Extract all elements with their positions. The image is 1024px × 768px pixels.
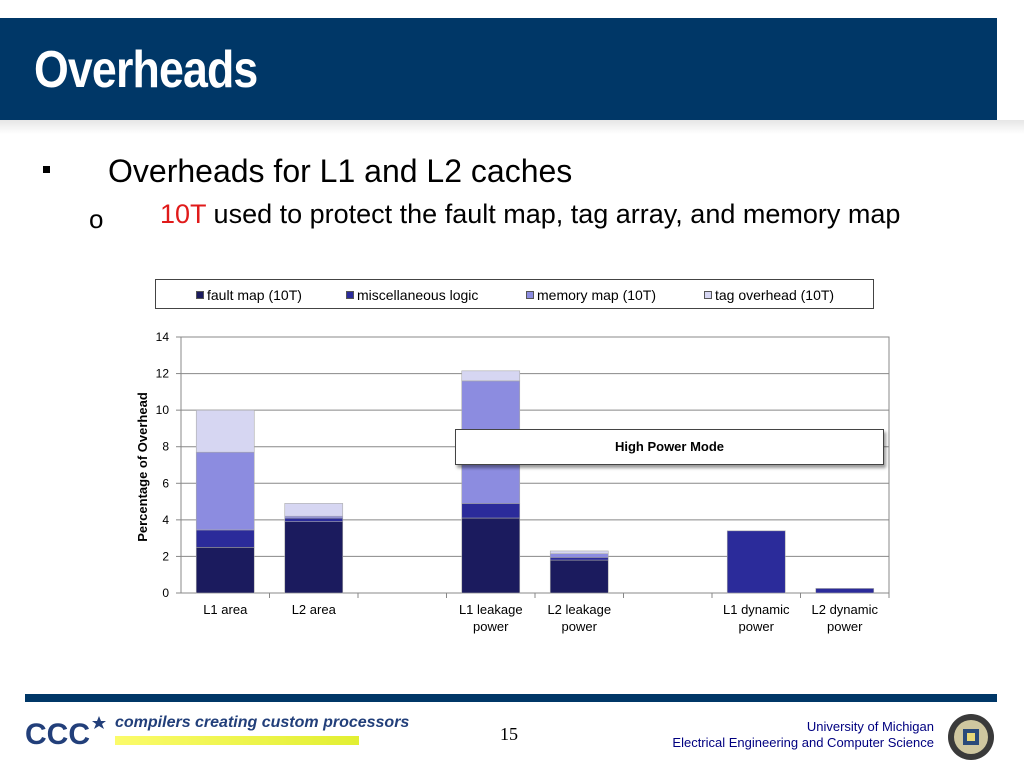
- y-tick-label: 8: [162, 440, 169, 454]
- y-tick-label: 10: [156, 403, 170, 417]
- university-name: University of Michigan: [806, 719, 934, 734]
- bar-segment: [284, 517, 344, 522]
- x-tick-label: power: [827, 619, 863, 634]
- y-tick-label: 14: [156, 330, 170, 344]
- bar-segment: [195, 546, 255, 594]
- bar-segment: [284, 521, 344, 594]
- department-name: Electrical Engineering and Computer Scie…: [672, 735, 934, 750]
- circle-bullet-icon: o: [89, 204, 104, 234]
- legend-label: fault map (10T): [207, 287, 302, 303]
- logo-tagline: compilers creating custom processors: [115, 714, 410, 731]
- legend-item-memory-map: memory map (10T): [526, 287, 656, 303]
- y-tick-label: 12: [156, 367, 170, 381]
- footer-rule: [25, 694, 997, 702]
- bar-segment: [195, 409, 255, 453]
- legend-label: memory map (10T): [537, 287, 657, 303]
- y-tick-label: 0: [162, 586, 169, 600]
- legend-swatch-fault-map: [196, 291, 204, 299]
- x-tick-label: power: [739, 619, 775, 634]
- ccc-logo-icon: CCC: [25, 716, 106, 750]
- bar-segment: [549, 553, 609, 558]
- bar-segment: [549, 557, 609, 561]
- legend-label: miscellaneous logic: [357, 287, 479, 303]
- bar-segment: [461, 370, 521, 382]
- legend-item-tag-overhead: tag overhead (10T): [704, 287, 834, 303]
- bullet-highlight: 10T: [160, 199, 207, 229]
- y-tick-label: 2: [162, 549, 169, 563]
- slide-title: Overheads: [34, 41, 258, 99]
- logo-underline: [115, 736, 359, 745]
- x-tick-label: L2 area: [292, 602, 337, 617]
- x-tick-label: L1 leakage: [459, 602, 523, 617]
- bar-segment: [461, 503, 521, 519]
- legend-swatch-misc-logic: [346, 291, 354, 299]
- x-tick-label: L1 dynamic: [723, 602, 790, 617]
- x-tick-label: L2 dynamic: [812, 602, 879, 617]
- y-tick-label: 6: [162, 476, 169, 490]
- bar-segment: [284, 503, 344, 517]
- title-shadow: [0, 120, 1024, 134]
- university-seal-icon: [948, 714, 994, 760]
- bar-segment: [726, 530, 786, 594]
- bar-segment: [195, 529, 255, 548]
- bullet-text-2: 10T used to protect the fault map, tag a…: [160, 199, 900, 230]
- bar-segment: [195, 451, 255, 531]
- x-tick-label: power: [473, 619, 509, 634]
- bullet-text-2-rest: used to protect the fault map, tag array…: [206, 199, 901, 229]
- x-tick-label: power: [562, 619, 598, 634]
- legend-swatch-memory-map: [526, 291, 534, 299]
- bullet-text-1: Overheads for L1 and L2 caches: [108, 153, 573, 189]
- page-number: 15: [500, 724, 518, 744]
- y-axis-label: Percentage of Overhead: [135, 392, 150, 542]
- legend-swatch-tag-overhead: [704, 291, 712, 299]
- bar-segment: [815, 588, 875, 594]
- bar-segment: [549, 559, 609, 594]
- y-tick-label: 4: [162, 513, 169, 527]
- chart-legend: fault map (10T) miscellaneous logic memo…: [155, 279, 874, 309]
- title-bar: [0, 18, 997, 120]
- logo-text: CCC: [25, 718, 90, 750]
- square-bullet-icon: [43, 166, 50, 173]
- bar-segment: [549, 550, 609, 554]
- legend-item-misc-logic: miscellaneous logic: [346, 287, 478, 303]
- legend-label: tag overhead (10T): [715, 287, 835, 303]
- bar-segment: [461, 517, 521, 594]
- x-tick-label: L2 leakage: [547, 602, 611, 617]
- legend-item-fault-map: fault map (10T): [196, 287, 302, 303]
- x-tick-label: L1 area: [203, 602, 248, 617]
- high-power-mode-annotation: High Power Mode: [455, 429, 884, 465]
